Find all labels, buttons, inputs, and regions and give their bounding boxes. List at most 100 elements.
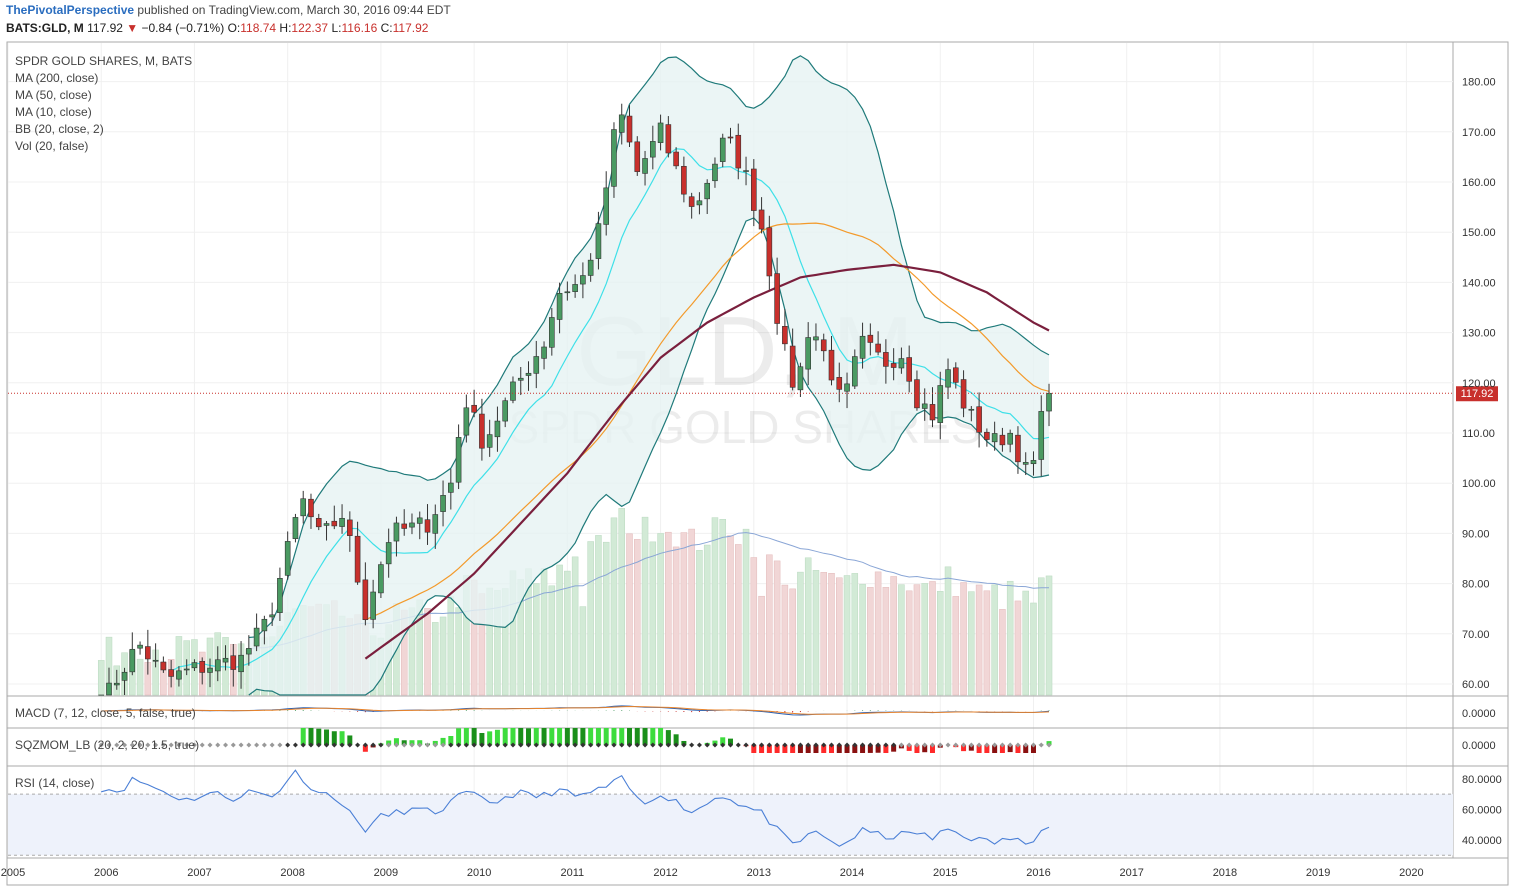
sqz-dot xyxy=(945,742,951,748)
sqz-dot xyxy=(487,742,493,748)
sqz-bar xyxy=(906,745,912,751)
sqz-bar xyxy=(479,732,485,745)
sqz-bar xyxy=(976,745,982,753)
sqz-dot xyxy=(782,742,788,748)
price-tick-label: 170.00 xyxy=(1462,127,1496,139)
volume-bar xyxy=(455,607,462,696)
candle-body xyxy=(549,317,555,348)
sqz-dot xyxy=(976,742,982,748)
candle-body xyxy=(440,495,446,512)
sqz-dot xyxy=(199,742,205,748)
volume-bar xyxy=(727,535,734,696)
symbol-name[interactable]: BATS:GLD, M xyxy=(6,21,84,35)
candle-body xyxy=(230,655,237,670)
sqz-bar xyxy=(518,728,524,745)
candle-body xyxy=(828,349,835,381)
volume-bar xyxy=(836,577,843,696)
volume-bar xyxy=(672,546,680,696)
volume-bar xyxy=(1030,602,1037,696)
sqz-bar xyxy=(821,745,827,753)
candle-body xyxy=(533,356,540,374)
sqz-dot xyxy=(1023,742,1029,748)
volume-bar xyxy=(665,531,672,696)
candle-body xyxy=(766,227,773,277)
candle-body xyxy=(929,404,936,421)
candle-body xyxy=(121,671,128,681)
candle-body xyxy=(510,381,516,401)
sqz-dot xyxy=(549,742,555,748)
candle-body xyxy=(207,667,213,673)
legend-volume[interactable]: Vol (20, false) xyxy=(15,139,88,153)
author-link[interactable]: ThePivotalPerspective xyxy=(6,3,135,17)
close-label: C: xyxy=(380,21,393,35)
candle-body xyxy=(448,482,454,493)
volume-bar xyxy=(766,554,773,696)
volume-bar xyxy=(773,560,781,696)
volume-bar xyxy=(1022,590,1029,696)
sqz-dot xyxy=(704,742,710,748)
sqz-bar xyxy=(961,745,967,752)
sqz-bar xyxy=(984,745,990,753)
candle-body xyxy=(688,196,695,207)
sqz-bar xyxy=(922,745,928,753)
sqz-bar xyxy=(1030,745,1036,753)
sqz-dot xyxy=(743,742,749,748)
sqz-bar xyxy=(588,728,594,745)
sqz-dot xyxy=(875,742,881,748)
candle-body xyxy=(976,406,982,433)
sqz-bar xyxy=(759,745,765,753)
sqz-dot xyxy=(106,742,112,748)
sqz-bar xyxy=(347,735,353,745)
time-tick-label: 2015 xyxy=(933,867,957,879)
bollinger-band-fill xyxy=(248,55,1050,696)
candle-body xyxy=(471,404,477,413)
candle-body xyxy=(106,682,112,696)
volume-bar xyxy=(975,584,983,696)
sqz-dot xyxy=(300,742,306,748)
legend-ma200[interactable]: MA (200, close) xyxy=(15,71,98,85)
legend-ma50[interactable]: MA (50, close) xyxy=(15,88,92,102)
sqz-bar xyxy=(836,745,842,753)
legend-series[interactable]: SPDR GOLD SHARES, M, BATS xyxy=(15,54,192,68)
volume-bar xyxy=(548,585,556,696)
sqz-bar xyxy=(914,745,920,753)
sqz-dot xyxy=(292,742,298,748)
sqz-dot xyxy=(1030,742,1036,748)
sqz-dot xyxy=(378,742,384,748)
sqz-dot xyxy=(386,742,392,748)
sqz-bar xyxy=(828,745,834,753)
candle-body xyxy=(789,345,796,388)
candle-body xyxy=(984,431,990,440)
low-label: L: xyxy=(331,21,342,35)
candle-body xyxy=(751,168,757,211)
sqz-dot xyxy=(953,742,959,748)
legend-bollinger[interactable]: BB (20, close, 2) xyxy=(15,122,104,136)
candle-body xyxy=(603,187,609,225)
sqz-bar xyxy=(627,728,633,745)
volume-bar xyxy=(587,541,594,696)
volume-bar xyxy=(136,658,144,696)
candle-body xyxy=(890,363,897,368)
candle-body xyxy=(836,377,843,390)
price-tick-label: 150.00 xyxy=(1462,227,1496,239)
sqz-bar xyxy=(929,745,935,753)
sqz-bar xyxy=(766,745,772,753)
sqz-label[interactable]: SQZMOM_LB (20, 2, 20, 1.5, true) xyxy=(15,738,199,752)
legend-ma10[interactable]: MA (10, close) xyxy=(15,105,92,119)
sqz-bar xyxy=(324,729,330,745)
time-tick-label: 2005 xyxy=(1,867,25,879)
sqz-bar xyxy=(339,731,345,745)
time-tick-label: 2013 xyxy=(747,867,771,879)
sqz-dot xyxy=(425,742,431,748)
sqz-dot xyxy=(665,742,671,748)
macd-label[interactable]: MACD (7, 12, close, 5, false, true) xyxy=(15,706,196,720)
sqz-dot xyxy=(650,742,656,748)
candle-body xyxy=(370,591,376,620)
candle-body xyxy=(906,357,912,382)
candle-body xyxy=(238,654,244,673)
rsi-label[interactable]: RSI (14, close) xyxy=(15,776,94,790)
volume-bar xyxy=(97,660,105,696)
sqz-dot xyxy=(790,742,796,748)
sqz-bar xyxy=(883,745,889,753)
